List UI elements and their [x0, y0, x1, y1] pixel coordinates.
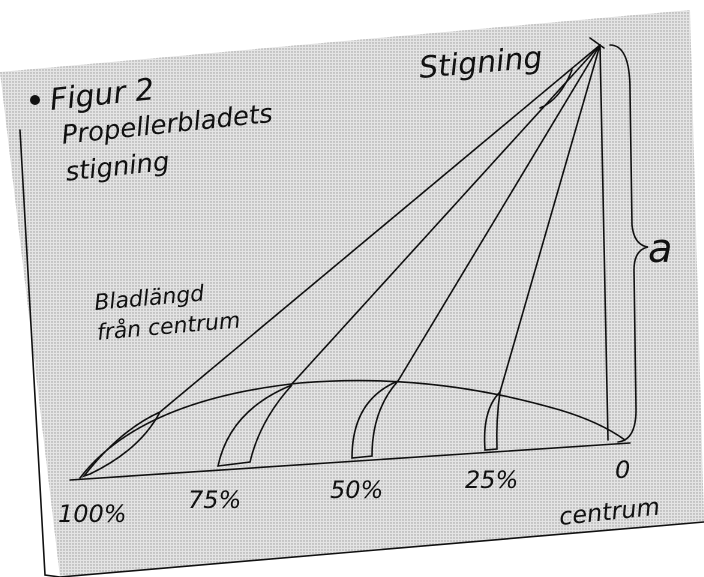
position-label: 25% — [465, 466, 518, 494]
bullet — [30, 95, 40, 105]
position-label: 0 — [615, 456, 630, 484]
position-label: 100% — [58, 500, 127, 528]
position-label: 75% — [188, 486, 241, 514]
position-label: 50% — [330, 476, 383, 504]
height-label: a — [648, 226, 673, 272]
diagram: Figur 2 Propellerbladets stigning Stigni… — [0, 0, 704, 577]
